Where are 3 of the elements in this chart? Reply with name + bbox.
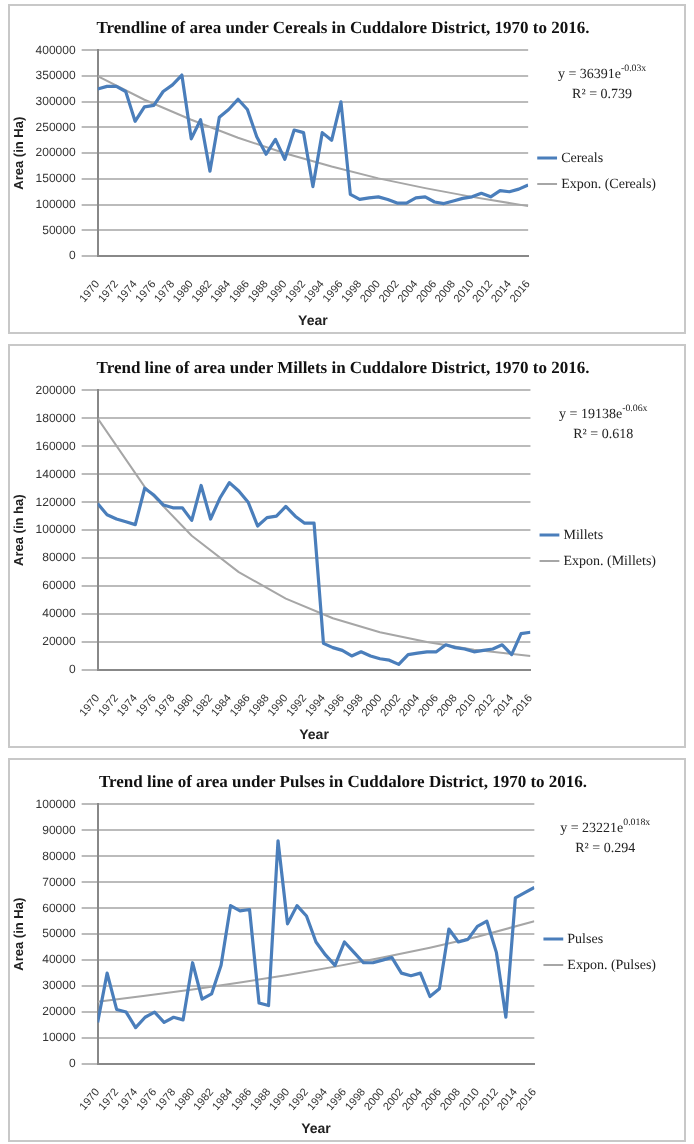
chart-title: Trendline of area under Cereals in Cuddalore District, 1970 to 2016.	[96, 16, 590, 37]
chart-title: Trend line of area under Pulses in Cuddalore District, 1970 to 2016.	[98, 770, 588, 791]
chart-title: Trend line of area under Millets in Cuddalore District, 1970 to 2016.	[96, 356, 590, 377]
